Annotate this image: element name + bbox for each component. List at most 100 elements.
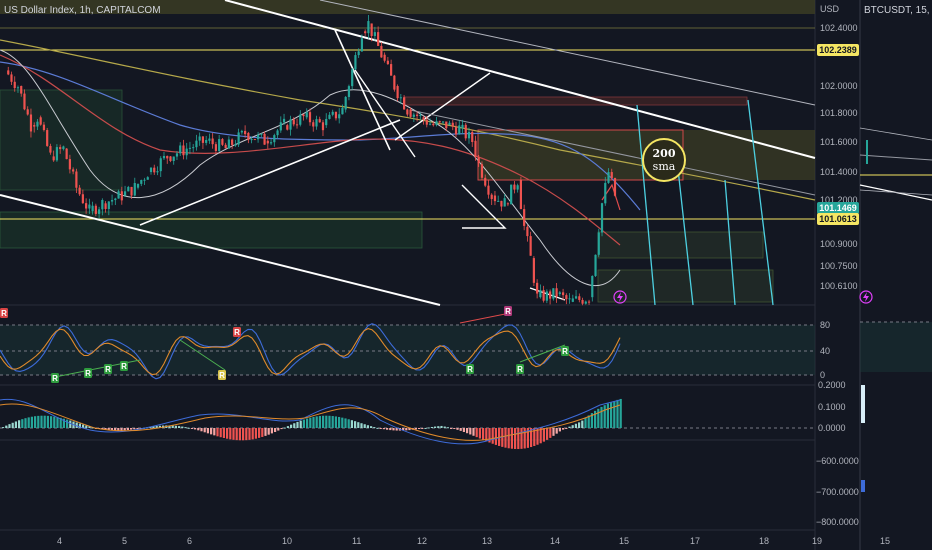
side-chart[interactable] bbox=[860, 0, 932, 550]
rsi-signal-label: R bbox=[52, 374, 58, 383]
candle-body bbox=[604, 182, 607, 204]
macd-bar bbox=[120, 428, 123, 431]
candle-body bbox=[338, 114, 341, 119]
macd-bar bbox=[117, 428, 120, 431]
macd-bar bbox=[562, 428, 565, 430]
macd-bar bbox=[610, 402, 613, 428]
macd-bar bbox=[469, 428, 472, 435]
price-pill-level-top[interactable] bbox=[817, 44, 859, 56]
price-pill-last[interactable] bbox=[817, 202, 859, 214]
macd-bar bbox=[334, 416, 337, 428]
rsi-signal-badge: R bbox=[120, 361, 128, 371]
macd-bar bbox=[226, 428, 229, 439]
candles-group[interactable] bbox=[7, 15, 617, 306]
candle-body bbox=[120, 191, 123, 201]
candle-body bbox=[208, 138, 211, 141]
macd-bar bbox=[88, 426, 91, 428]
trendline-lower[interactable] bbox=[0, 194, 441, 306]
trendline-up-short[interactable] bbox=[394, 72, 491, 141]
candle-body bbox=[415, 114, 419, 116]
candle-body bbox=[72, 169, 75, 172]
side-symbol-title[interactable]: BTCUSDT, 15, KUCO bbox=[864, 5, 932, 16]
candle-body bbox=[312, 122, 315, 127]
date-tick: 17 bbox=[690, 536, 700, 546]
macd-bar bbox=[555, 428, 558, 434]
candle-body bbox=[471, 131, 474, 142]
side-date-tick: 15 bbox=[880, 536, 890, 546]
trendline-drop-1[interactable] bbox=[334, 29, 391, 151]
candle-body bbox=[205, 139, 208, 143]
macd-bar bbox=[437, 426, 440, 428]
macd-bar bbox=[40, 415, 43, 428]
trendline-main-down[interactable] bbox=[224, 0, 816, 159]
lightning-icon[interactable] bbox=[613, 290, 627, 304]
candle-body bbox=[130, 186, 133, 196]
macd-bar bbox=[552, 428, 555, 436]
candle-body bbox=[432, 123, 435, 126]
price-pill-level-bottom[interactable] bbox=[817, 213, 859, 225]
rsi-signal-label: R bbox=[85, 369, 91, 378]
macd-bar bbox=[91, 427, 94, 429]
candle-body bbox=[85, 203, 88, 209]
macd-bar bbox=[504, 428, 507, 448]
macd-bar bbox=[395, 428, 398, 431]
macd-bar bbox=[280, 428, 283, 430]
macd-bar bbox=[293, 423, 296, 428]
trendline-drop-2[interactable] bbox=[354, 69, 416, 158]
date-tick: 14 bbox=[550, 536, 560, 546]
rsi-tick-0: 0 bbox=[820, 370, 825, 380]
candle-body bbox=[192, 147, 195, 149]
macd-bar bbox=[507, 428, 510, 449]
candle-body bbox=[561, 292, 565, 296]
candle-body bbox=[351, 69, 354, 87]
candle-body bbox=[198, 136, 201, 141]
macd-bar bbox=[50, 416, 53, 428]
candle-body bbox=[425, 119, 428, 125]
candle-body bbox=[279, 122, 282, 131]
rsi-signal-label: R bbox=[219, 371, 225, 380]
macd-bar bbox=[168, 425, 171, 428]
lightning-icon-side[interactable] bbox=[859, 290, 873, 304]
rsi-signal-badge: R bbox=[233, 327, 241, 337]
candle-body bbox=[295, 124, 299, 126]
candle-body bbox=[448, 122, 451, 126]
main-price-axis[interactable] bbox=[815, 0, 860, 550]
symbol-title[interactable]: US Dollar Index, 1h, CAPITALCOM bbox=[4, 5, 161, 16]
candle-body bbox=[597, 232, 600, 255]
macd-bar bbox=[315, 416, 318, 428]
sma-annotation-circle[interactable] bbox=[642, 138, 686, 182]
macd-bar bbox=[232, 428, 235, 440]
macd-bar bbox=[478, 428, 481, 439]
candle-body bbox=[519, 179, 523, 210]
candle-body bbox=[13, 81, 16, 89]
macd-bar bbox=[254, 428, 257, 439]
trendline-upper[interactable] bbox=[319, 0, 816, 106]
candle-body bbox=[474, 140, 477, 158]
macd-tick-800: −800.0000 bbox=[816, 517, 859, 527]
macd-bar bbox=[213, 428, 216, 436]
candle-body bbox=[422, 117, 425, 120]
macd-bar bbox=[296, 421, 299, 428]
rsi-tick-40: 40 bbox=[820, 346, 830, 356]
macd-bar bbox=[584, 417, 587, 428]
candle-body bbox=[406, 109, 409, 115]
macd-bar bbox=[462, 428, 465, 433]
candle-body bbox=[123, 191, 127, 196]
candle-body bbox=[493, 195, 497, 202]
candle-body bbox=[117, 191, 120, 199]
candle-body bbox=[104, 203, 107, 209]
candle-body bbox=[26, 109, 29, 115]
trendline-rising[interactable] bbox=[139, 119, 401, 226]
rsi-signal-label: R bbox=[505, 307, 511, 316]
macd-bar bbox=[600, 406, 603, 428]
candle-body bbox=[162, 155, 166, 159]
candle-body bbox=[302, 114, 305, 117]
macd-bar bbox=[366, 425, 369, 428]
macd-bar bbox=[258, 428, 261, 438]
macd-bar bbox=[194, 428, 197, 430]
macd-bar bbox=[360, 423, 363, 428]
macd-bar bbox=[466, 428, 469, 434]
price-tick: 100.9000 bbox=[820, 239, 858, 249]
rsi-signal-badge: R bbox=[504, 306, 512, 316]
